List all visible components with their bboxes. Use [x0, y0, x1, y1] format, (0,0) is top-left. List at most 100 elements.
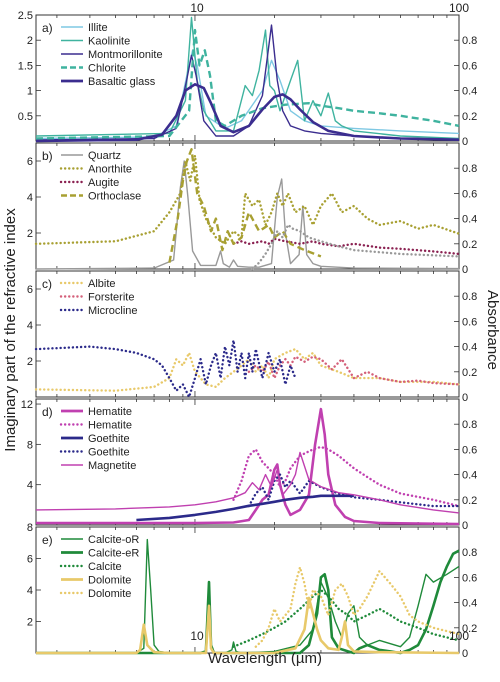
- top-axis-ticklabel-10: 10: [190, 1, 204, 15]
- y-right-ticklabel: 0.6: [462, 60, 477, 72]
- legend-label-hematite: Hematite: [88, 406, 132, 418]
- y-left-ticklabel: 12: [21, 399, 33, 411]
- y-left-ticklabel: 4: [27, 320, 33, 332]
- series-line-augite: [232, 237, 461, 256]
- y-right-ticklabel: 0.2: [462, 495, 477, 507]
- panel-a-frame: [35, 14, 460, 142]
- legend-label-calcite-er: Calcite-eR: [88, 548, 139, 560]
- y-right-ticklabel: 0.4: [462, 342, 477, 354]
- y-left-ticklabel: 2: [27, 228, 33, 240]
- legend-label-dolomite: Dolomite: [88, 588, 131, 600]
- y-left-ticklabel: 4: [27, 480, 33, 492]
- panel-e: 2 4 6 8 0 0.2 0.4 0.6 0.8 e) Calcite-oR Calcite-eRC…: [27, 522, 477, 660]
- y-right-ticklabel: 0: [462, 648, 468, 660]
- y-right-ticklabel: 0.8: [462, 35, 477, 47]
- legend-label-microcline: Microcline: [88, 305, 138, 317]
- series-line-chlorite: [35, 28, 460, 140]
- legend-label-magnetite: Magnetite: [88, 460, 136, 472]
- panel-c: 2 4 6 0 0.2 0.4 0.6 0.8 c) Albite ForsteriteMicroc…: [27, 270, 477, 404]
- series-line-calcite: [232, 588, 461, 648]
- panel-a: 0.5 1 1.5 2 2.5 0 0.2 0.4 0.6 0.8 a) Illite Kaolinit…: [18, 10, 478, 148]
- series-line-microcline: [34, 339, 297, 399]
- x-axis-label: Wavelength (µm): [208, 650, 322, 667]
- top-axis-ticklabel-100: 100: [449, 1, 469, 15]
- legend-label-kaolinite: Kaolinite: [88, 36, 130, 48]
- legend-label-calcite-or: Calcite-oR: [88, 534, 139, 546]
- series-line-forsterite: [247, 355, 461, 386]
- y-left-ticklabel: 6: [27, 156, 33, 168]
- legend-label-dolomite: Dolomite: [88, 575, 131, 587]
- series-line-hematite: [36, 407, 460, 526]
- y-right-ticklabel: 0.8: [462, 163, 477, 175]
- series-line-unlabeled: [251, 223, 461, 271]
- y-left-ticklabel: 2.5: [18, 10, 33, 22]
- y-right-ticklabel: 0.6: [462, 188, 477, 200]
- y-right-ticklabel: 0: [462, 520, 468, 532]
- legend-label-chlorite: Chlorite: [88, 63, 126, 75]
- series-line-dolomite: [254, 566, 461, 648]
- series-line-orthoclase: [168, 148, 322, 263]
- panel-label: b): [42, 149, 53, 163]
- legend-label-goethite: Goethite: [88, 433, 130, 445]
- y-left-ticklabel: 8: [27, 439, 33, 451]
- y-right-ticklabel: 0.2: [462, 111, 477, 123]
- series-line-montmorillonite: [35, 24, 460, 141]
- y-left-ticklabel: 2: [27, 35, 33, 47]
- legend-label-quartz: Quartz: [88, 150, 121, 162]
- series-line-quartz: [35, 160, 460, 270]
- panel-d-frame: [35, 398, 460, 526]
- legend-label-illite: Illite: [88, 22, 108, 34]
- y-right-ticklabel: 0: [462, 392, 468, 404]
- y-left-ticklabel: 1: [27, 86, 33, 98]
- y-right-ticklabel: 0.2: [462, 623, 477, 635]
- y-right-ticklabel: 0.6: [462, 316, 477, 328]
- y-left-ticklabel: 0.5: [18, 111, 33, 123]
- y-left-ticklabel: 6: [27, 554, 33, 566]
- legend-label-calcite: Calcite: [88, 561, 122, 573]
- legend-label-hematite: Hematite: [88, 420, 132, 432]
- y-right-ticklabel: 0.8: [462, 419, 477, 431]
- panel-label: c): [42, 277, 52, 291]
- series-line-dolomite: [36, 596, 460, 655]
- y-right-ticklabel: 0.4: [462, 214, 477, 226]
- y-right-ticklabel: 0.8: [462, 291, 477, 303]
- panel-c-frame: [35, 270, 460, 398]
- left-axis-label: Imaginary part of the refractive index: [2, 208, 19, 452]
- panel-c-x-ticks: [56, 271, 460, 397]
- legend-label-anorthite: Anorthite: [88, 164, 132, 176]
- y-right-ticklabel: 0: [462, 136, 468, 148]
- legend-label-montmorillonite: Montmorillonite: [88, 49, 163, 61]
- legend-label-augite: Augite: [88, 177, 119, 189]
- y-right-ticklabel: 0.2: [462, 239, 477, 251]
- y-right-ticklabel: 0: [462, 264, 468, 276]
- legend-label-forsterite: Forsterite: [88, 292, 134, 304]
- panel-d-legend: HematiteHematiteGoethiteGoethiteMagnetit…: [59, 406, 136, 472]
- y-left-ticklabel: 2: [27, 356, 33, 368]
- y-left-ticklabel: 6: [27, 284, 33, 296]
- y-left-ticklabel: 4: [27, 585, 33, 597]
- panel-a-x-ticks: [56, 15, 460, 141]
- y-left-ticklabel: 2: [27, 617, 33, 629]
- right-axis-label: Absorbance: [484, 290, 500, 370]
- y-right-ticklabel: 0.4: [462, 470, 477, 482]
- y-right-ticklabel: 0.6: [462, 444, 477, 456]
- panel-label: e): [42, 533, 53, 547]
- panel-label: d): [42, 405, 53, 419]
- series-line-basaltic-glass: [35, 83, 460, 143]
- legend-label-goethite: Goethite: [88, 447, 130, 459]
- legend-label-orthoclase: Orthoclase: [88, 191, 141, 203]
- panels-group: 0.5 1 1.5 2 2.5 0 0.2 0.4 0.6 0.8 a) Illite Kaolinit…: [18, 10, 478, 660]
- panel-b-frame: [35, 142, 460, 270]
- series-line-anorthite: [34, 154, 461, 245]
- y-right-ticklabel: 0.2: [462, 367, 477, 379]
- series-line-illite: [35, 49, 460, 140]
- bottom-axis-ticklabel-10: 10: [190, 629, 204, 643]
- y-left-ticklabel: 1.5: [18, 60, 33, 72]
- y-right-ticklabel: 0.4: [462, 86, 477, 98]
